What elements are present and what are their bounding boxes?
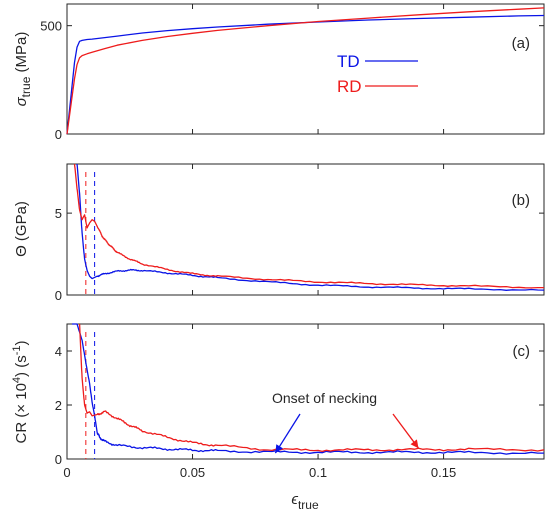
panel-b-dashed-markers: [85, 172, 96, 295]
series-line-td: [66, 14, 545, 135]
panel-b-label: (b): [512, 192, 530, 209]
x-tick-label: 0: [63, 465, 70, 480]
panel-a-y-axis-label: σtrue (MPa): [13, 32, 33, 107]
panel-c-y-ticks: 0 2 4: [55, 344, 544, 467]
panel-b-hardening-rate: 05 (b) Θ (GPa): [13, 163, 545, 303]
y-tick-label: 0: [55, 288, 62, 303]
y-tick-label: 500: [40, 19, 62, 34]
panel-a-ylabel-main: σ: [13, 96, 30, 106]
onset-of-necking-annotation: Onset of necking: [272, 390, 377, 406]
panel-c-ylabel-pre: CR (× 10: [13, 383, 30, 443]
y-tick-label: 0: [55, 127, 62, 142]
x-tick-label: 0.15: [431, 465, 456, 480]
series-line-td: [71, 323, 544, 455]
panel-c-y-axis-label: CR (× 104) (s-1): [11, 340, 30, 443]
y-tick-label: 4: [55, 344, 62, 359]
panel-a-stress-strain: 0 500 (a) σtrue (MPa) TD RD: [13, 3, 545, 142]
necking-arrows: [274, 413, 419, 454]
y-tick-label: 0: [55, 452, 62, 467]
series-line-rd: [78, 323, 545, 453]
panel-b-x-ticks: [66, 164, 445, 295]
y-tick-label: 2: [55, 398, 62, 413]
necking-arrow-head: [275, 444, 283, 454]
panel-a-ylabel-rest: (MPa): [13, 32, 30, 77]
series-line-rd: [73, 163, 544, 289]
panel-b-y-ticks: 05: [55, 206, 544, 303]
legend-label-rd: RD: [337, 77, 362, 96]
panel-c-x-ticks: 0 0.05 0.1 0.15: [63, 324, 456, 480]
panel-b-y-axis-label: Θ (GPa): [13, 201, 30, 257]
panel-b-frame: [66, 163, 545, 296]
panel-c-ylabel-sup1: 4: [11, 377, 23, 383]
xlabel-sub: true: [298, 498, 319, 512]
panel-b-series: [73, 163, 545, 291]
necking-arrow-head: [410, 439, 419, 449]
panel-c-dashed-markers: [85, 332, 96, 459]
series-line-td: [76, 163, 545, 291]
panel-a-label: (a): [512, 35, 530, 52]
panel-a-x-ticks: [66, 4, 445, 134]
x-tick-label: 0.1: [309, 465, 327, 480]
series-line-rd: [66, 7, 545, 135]
legend: TD RD: [337, 52, 418, 96]
panel-c-label: (c): [513, 343, 531, 360]
panel-c-ylabel-sup2: -1: [11, 345, 23, 355]
panel-c-series: [71, 323, 545, 455]
panel-a-series: [66, 7, 545, 135]
panel-c-ylabel-mid: ) (s: [13, 355, 30, 377]
x-tick-label: 0.05: [180, 465, 205, 480]
xlabel-main: ϵ: [291, 491, 298, 508]
panel-a-y-ticks: 0 500: [40, 19, 544, 142]
panel-a-frame: [66, 3, 545, 135]
panel-c-critical-rate: 024 0 0.05 0.1 0.15 (c) CR (× 104) (s-1) On…: [11, 323, 545, 512]
panel-a-ylabel-sub: true: [19, 76, 33, 97]
y-tick-label: 5: [55, 206, 62, 221]
x-axis-label: ϵtrue: [291, 491, 319, 512]
panel-c-ylabel-post: ): [13, 340, 30, 345]
legend-label-td: TD: [337, 52, 360, 71]
panel-c-frame: [66, 323, 545, 460]
